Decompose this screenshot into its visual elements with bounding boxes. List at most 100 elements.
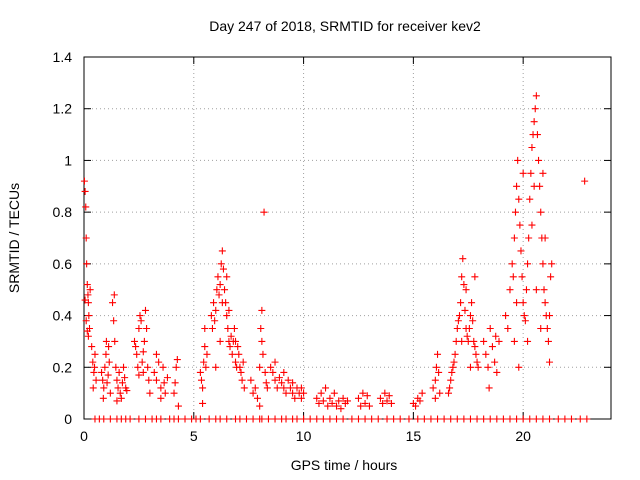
data-point [157, 394, 165, 402]
y-tick-label: 1.2 [53, 101, 73, 117]
data-point [236, 415, 244, 423]
data-point [519, 169, 527, 177]
data-point [474, 363, 482, 371]
data-point [506, 415, 514, 423]
data-point [172, 363, 180, 371]
data-point [339, 394, 347, 402]
data-point [135, 371, 143, 379]
data-point [431, 376, 439, 384]
data-point [249, 415, 257, 423]
data-point [240, 384, 248, 392]
data-point [282, 389, 290, 397]
data-point [518, 273, 526, 281]
data-point [412, 402, 420, 410]
data-point [459, 255, 467, 263]
data-point [333, 415, 341, 423]
data-point [361, 399, 369, 407]
data-point [521, 317, 529, 325]
data-point [286, 384, 294, 392]
data-point [239, 358, 247, 366]
data-point [215, 291, 223, 299]
data-point [454, 317, 462, 325]
data-point [232, 358, 240, 366]
data-point [139, 348, 147, 356]
data-point [486, 415, 494, 423]
data-point [535, 156, 543, 164]
data-point [269, 368, 277, 376]
data-point [88, 343, 96, 351]
data-point [81, 296, 89, 304]
data-point [196, 368, 204, 376]
data-point [258, 306, 266, 314]
data-point [100, 415, 108, 423]
data-point [434, 350, 442, 358]
data-point [488, 343, 496, 351]
data-point [434, 415, 442, 423]
x-tick-label: 0 [80, 428, 88, 444]
data-point [530, 118, 538, 126]
data-point [514, 156, 522, 164]
data-point [138, 358, 146, 366]
data-point [511, 208, 519, 216]
data-point [197, 376, 205, 384]
data-point [525, 234, 533, 242]
data-point [223, 273, 231, 281]
data-point [82, 234, 90, 242]
data-point [455, 312, 463, 320]
data-point [445, 389, 453, 397]
data-point [300, 389, 308, 397]
data-point [482, 350, 490, 358]
data-point [460, 415, 468, 423]
data-point [278, 379, 286, 387]
data-point [328, 399, 336, 407]
data-point [385, 392, 393, 400]
data-point [111, 337, 119, 345]
data-point [132, 343, 140, 351]
data-point [120, 363, 128, 371]
data-point [537, 325, 545, 332]
data-point [219, 265, 227, 273]
data-point [171, 379, 179, 387]
data-point [576, 415, 584, 423]
data-point [103, 379, 111, 387]
data-point [491, 358, 499, 366]
data-point [335, 397, 343, 405]
data-point [211, 317, 219, 325]
data-point [112, 363, 120, 371]
data-point [273, 384, 281, 392]
data-point [291, 394, 299, 402]
data-point [519, 415, 527, 423]
data-point [260, 208, 268, 216]
data-point [396, 415, 404, 423]
data-point [99, 394, 107, 402]
data-point [216, 415, 224, 423]
data-point [526, 195, 534, 203]
data-point [98, 368, 106, 376]
data-point [532, 415, 540, 423]
data-point [326, 394, 334, 402]
data-point [91, 363, 99, 371]
data-point [544, 337, 552, 345]
data-point [232, 337, 240, 345]
data-point [435, 368, 443, 376]
data-point [170, 389, 178, 397]
data-point [365, 402, 373, 410]
data-point [135, 415, 143, 423]
y-tick-label: 0.4 [53, 308, 73, 324]
data-point [247, 376, 255, 384]
data-point [539, 415, 547, 423]
data-point [374, 415, 382, 423]
data-point [463, 332, 471, 340]
data-point [141, 415, 149, 423]
data-point [319, 397, 327, 405]
data-point [440, 415, 448, 423]
data-point [387, 399, 395, 407]
x-tick-label: 15 [406, 428, 422, 444]
data-point [238, 376, 246, 384]
data-point [561, 415, 569, 423]
data-point [306, 415, 314, 423]
data-point [322, 384, 330, 392]
data-point [453, 415, 461, 423]
data-point [473, 358, 481, 366]
